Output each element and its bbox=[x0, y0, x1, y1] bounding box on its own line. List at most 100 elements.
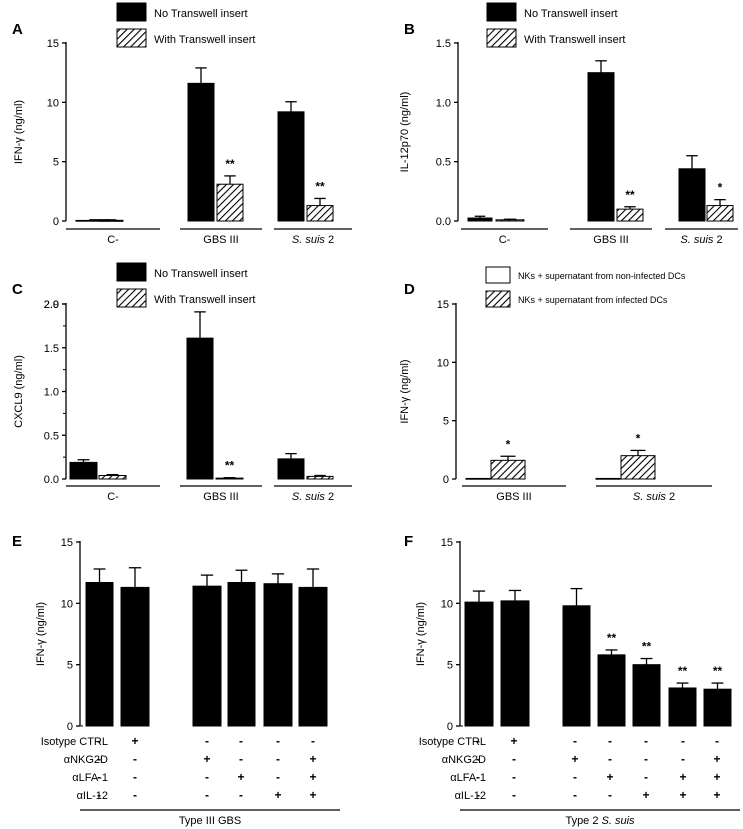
bar-group: * bbox=[490, 437, 526, 480]
plus-mark: + bbox=[642, 788, 649, 802]
y-tick-label: 0.5 bbox=[436, 157, 451, 169]
group-label: GBS III bbox=[203, 491, 238, 503]
plus-mark: + bbox=[309, 788, 316, 802]
treatment-label: αLFA-1 bbox=[72, 772, 108, 784]
legend-swatch bbox=[116, 262, 147, 282]
bar bbox=[678, 168, 706, 222]
y-tick-label: 0 bbox=[67, 721, 73, 733]
legend-swatch bbox=[116, 28, 147, 48]
legend-label: NKs + supernatant from infected DCs bbox=[518, 295, 668, 305]
plus-mark: + bbox=[606, 770, 613, 784]
legend-swatch bbox=[485, 266, 511, 284]
legend-label: NKs + supernatant from non-infected DCs bbox=[518, 271, 686, 281]
panel-c: C 0.0 0.5 1.0 1.5 2.02.9 CXCL9 (ng/ml) C- ** GBS … bbox=[12, 262, 352, 503]
plus-mark: + bbox=[510, 734, 517, 748]
bar-group bbox=[595, 477, 621, 480]
minus-mark: - bbox=[276, 752, 280, 766]
minus-mark: - bbox=[97, 770, 101, 784]
bar bbox=[227, 581, 256, 727]
panel-label: B bbox=[404, 21, 415, 38]
y-axis-title: IFN-γ (ng/ml) bbox=[35, 602, 47, 666]
bar-group bbox=[562, 587, 591, 727]
bar-group bbox=[98, 473, 127, 480]
minus-mark: - bbox=[476, 788, 480, 802]
y-axis-title: IFN-γ (ng/ml) bbox=[415, 602, 427, 666]
group-label-italic: S. suis bbox=[292, 491, 326, 503]
panel-b: B 0.0 0.5 1.0 1.5 IL-12p70 (ng/ml) C- ** GBS III… bbox=[399, 2, 738, 246]
bar bbox=[187, 82, 215, 222]
group-label-suffix: 2 bbox=[666, 491, 675, 503]
panel-d: D 0 5 10 15 IFN-γ (ng/ml) * GBS III * S. suis 2 NK… bbox=[399, 266, 712, 503]
bar bbox=[703, 688, 732, 727]
group-label: S. suis 2 bbox=[292, 491, 334, 503]
legend: No Transwell insert With Transwell insert bbox=[116, 2, 255, 48]
bar-group bbox=[495, 218, 525, 222]
significance-marker: ** bbox=[678, 664, 688, 678]
y-axis-title: IFN-γ (ng/ml) bbox=[399, 359, 411, 423]
minus-mark: - bbox=[476, 752, 480, 766]
y-axis-title: IFN-γ (ng/ml) bbox=[13, 100, 25, 164]
y-tick-label: 15 bbox=[441, 537, 453, 549]
plus-mark: + bbox=[679, 770, 686, 784]
minus-mark: - bbox=[644, 752, 648, 766]
group-label: C- bbox=[107, 491, 119, 503]
footer-label-text: Type 2 bbox=[565, 815, 601, 827]
y-tick-label: 0 bbox=[447, 721, 453, 733]
y-axis-title: IL-12p70 (ng/ml) bbox=[399, 92, 411, 173]
group-label-suffix: 2 bbox=[713, 234, 722, 246]
y-tick-label: 0 bbox=[53, 216, 59, 228]
group-label-text: C- bbox=[499, 234, 511, 246]
bar bbox=[562, 605, 591, 727]
y-tick-label: 1.5 bbox=[44, 343, 59, 355]
plus-mark: + bbox=[713, 752, 720, 766]
bar bbox=[495, 219, 525, 222]
minus-mark: - bbox=[681, 734, 685, 748]
minus-mark: - bbox=[205, 788, 209, 802]
bar-group bbox=[69, 459, 98, 480]
plus-mark: + bbox=[237, 770, 244, 784]
y-tick-label: 10 bbox=[437, 357, 449, 369]
bar bbox=[298, 586, 328, 727]
bar-group: ** bbox=[632, 640, 661, 727]
minus-mark: - bbox=[276, 770, 280, 784]
y-tick-label: 10 bbox=[61, 598, 73, 610]
legend: NKs + supernatant from non-infected DCs N… bbox=[485, 266, 686, 308]
footer-label: Type III GBS bbox=[179, 815, 241, 827]
legend-label: With Transwell insert bbox=[154, 34, 255, 46]
legend-swatch bbox=[486, 28, 517, 48]
bar bbox=[186, 337, 214, 480]
bar bbox=[277, 458, 305, 480]
bar bbox=[98, 475, 127, 480]
y-axis: 0 5 10 15 IFN-γ (ng/ml) bbox=[35, 537, 81, 733]
bar-group bbox=[98, 219, 124, 222]
significance-marker: ** bbox=[225, 157, 235, 171]
significance-marker: ** bbox=[713, 664, 723, 678]
legend-swatch bbox=[486, 2, 517, 22]
bar-group: ** bbox=[215, 459, 244, 480]
y-axis: 0.0 0.5 1.0 1.5 IL-12p70 (ng/ml) bbox=[399, 38, 459, 228]
minus-mark: - bbox=[97, 752, 101, 766]
minus-mark: - bbox=[644, 770, 648, 784]
significance-marker: * bbox=[636, 431, 641, 445]
y-tick-label: 1.5 bbox=[436, 38, 451, 50]
group-label: C- bbox=[107, 234, 119, 246]
footer-label-italic: S. suis bbox=[602, 815, 636, 827]
legend-swatch bbox=[116, 288, 147, 308]
y-tick-label: 0 bbox=[443, 474, 449, 486]
minus-mark: - bbox=[97, 734, 101, 748]
footer-label-text: Type III GBS bbox=[179, 815, 241, 827]
y-axis: 0 5 10 15 IFN-γ (ng/ml) bbox=[13, 38, 67, 228]
y-tick-label: 1.0 bbox=[436, 97, 451, 109]
bar bbox=[632, 664, 661, 727]
group-label-text: GBS III bbox=[496, 491, 531, 503]
panel-label: E bbox=[12, 533, 22, 550]
panel-label: F bbox=[404, 533, 413, 550]
panel-a: A 0 5 10 15 IFN-γ (ng/ml) C- ** GBS III ** S. suis… bbox=[12, 2, 352, 246]
minus-mark: - bbox=[608, 752, 612, 766]
minus-mark: - bbox=[239, 752, 243, 766]
treatment-label: Isotype CTRL bbox=[41, 736, 108, 748]
y-tick-label: 15 bbox=[61, 537, 73, 549]
bar bbox=[490, 459, 526, 480]
bar-group: ** bbox=[306, 179, 334, 222]
